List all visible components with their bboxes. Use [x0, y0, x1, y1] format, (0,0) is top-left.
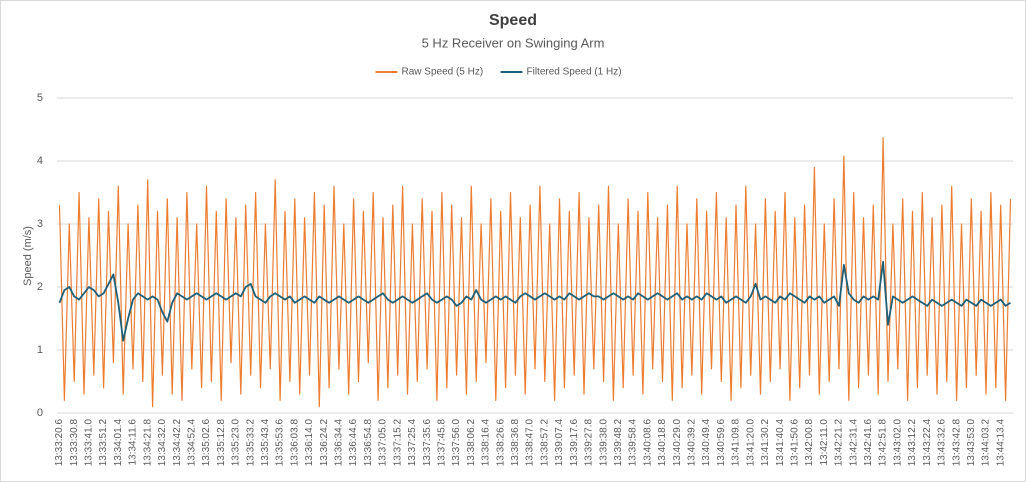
x-tick-label: 13:40:29.0 [672, 419, 683, 467]
x-tick-label: 13:35:53.6 [275, 419, 286, 467]
x-tick-label: 13:41:20.0 [745, 419, 756, 467]
x-tick-label: 13:34:01.4 [113, 419, 124, 467]
x-tick-label: 13:38:36.8 [510, 419, 521, 467]
x-tick-label: 13:34:42.2 [172, 419, 183, 467]
x-tick-label: 13:44:13.4 [995, 419, 1006, 467]
x-tick-label: 13:36:03.8 [289, 419, 300, 467]
x-tick-label: 13:35:23.0 [231, 419, 242, 467]
x-tick-label: 13:35:12.8 [216, 419, 227, 467]
x-tick-label: 13:33:41.0 [84, 419, 95, 467]
x-tick-label: 13:42:31.4 [848, 419, 859, 467]
x-tick-label: 13:36:14.0 [304, 419, 315, 467]
x-tick-label: 13:35:33.2 [245, 419, 256, 467]
y-tick-label: 3 [37, 218, 43, 230]
x-tick-label: 13:37:15.2 [392, 419, 403, 467]
x-tick-label: 13:36:34.4 [334, 419, 345, 467]
x-tick-label: 13:43:12.2 [907, 419, 918, 467]
x-tick-label: 13:40:49.4 [701, 419, 712, 467]
chart-title: Speed [489, 12, 537, 29]
series-line [58, 137, 1012, 408]
x-tick-label: 13:39:27.8 [584, 419, 595, 467]
y-tick-label: 4 [37, 155, 43, 167]
x-tick-label: 13:40:18.8 [657, 419, 668, 467]
x-tick-label: 13:41:40.4 [775, 419, 786, 467]
x-tick-label: 13:33:30.8 [69, 419, 80, 467]
x-tick-label: 13:33:51.2 [98, 419, 109, 467]
x-tick-label: 13:34:11.6 [128, 419, 139, 466]
x-tick-label: 13:34:21.8 [142, 419, 153, 467]
x-tick-label: 13:42:21.2 [834, 419, 845, 467]
x-tick-label: 13:42:41.6 [863, 419, 874, 467]
x-tick-label: 13:38:26.6 [495, 419, 506, 467]
y-axis-title: Speed (m/s) [22, 226, 34, 286]
x-tick-label: 13:43:53.0 [966, 419, 977, 467]
x-tick-label: 13:42:00.8 [804, 419, 815, 467]
x-tick-label: 13:39:58.4 [628, 419, 639, 467]
x-tick-label: 13:37:25.4 [407, 419, 418, 467]
x-tick-label: 13:43:42.8 [951, 419, 962, 467]
x-tick-label: 13:33:20.6 [54, 419, 65, 467]
x-tick-label: 13:39:07.4 [554, 419, 565, 467]
x-tick-label: 13:38:47.0 [525, 419, 536, 467]
series-line [58, 260, 1011, 342]
x-tick-label: 13:41:50.6 [789, 419, 800, 467]
x-tick-label: 13:37:56.0 [451, 419, 462, 467]
y-tick-label: 1 [37, 344, 43, 356]
x-tick-label: 13:38:06.2 [466, 419, 477, 467]
x-tick-label: 13:37:05.0 [378, 419, 389, 467]
legend-label: Filtered Speed (1 Hz) [527, 67, 622, 78]
x-tick-label: 13:44:03.2 [981, 419, 992, 467]
x-tick-label: 13:40:59.6 [716, 419, 727, 467]
x-tick-label: 13:37:45.8 [436, 419, 447, 467]
x-tick-label: 13:34:52.4 [186, 419, 197, 467]
x-tick-label: 13:35:02.6 [201, 419, 212, 467]
x-tick-label: 13:39:17.6 [569, 419, 580, 467]
legend-label: Raw Speed (5 Hz) [402, 67, 484, 78]
x-tick-label: 13:37:35.6 [422, 419, 433, 467]
x-tick-label: 13:36:44.6 [348, 419, 359, 467]
x-tick-label: 13:36:24.2 [319, 419, 330, 467]
x-tick-label: 13:36:54.8 [363, 419, 374, 467]
x-tick-label: 13:42:51.8 [878, 419, 889, 467]
x-tick-label: 13:38:16.4 [481, 419, 492, 467]
y-tick-label: 0 [37, 407, 43, 419]
x-tick-label: 13:43:22.4 [922, 419, 933, 467]
y-tick-label: 5 [37, 92, 43, 104]
chart-subtitle: 5 Hz Receiver on Swinging Arm [422, 35, 605, 50]
x-tick-label: 13:42:11.0 [819, 419, 830, 466]
x-tick-label: 13:40:39.2 [687, 419, 698, 467]
x-tick-label: 13:39:38.0 [598, 419, 609, 467]
x-tick-label: 13:35:43.4 [260, 419, 271, 467]
x-tick-label: 13:34:32.0 [157, 419, 168, 467]
x-tick-label: 13:39:48.2 [613, 419, 624, 467]
x-tick-label: 13:43:32.6 [937, 419, 948, 467]
x-tick-label: 13:41:09.8 [731, 419, 742, 467]
x-tick-label: 13:41:30.2 [760, 419, 771, 467]
y-tick-label: 2 [37, 281, 43, 293]
x-tick-label: 13:40:08.6 [642, 419, 653, 467]
x-tick-label: 13:43:02.0 [892, 419, 903, 467]
x-tick-label: 13:38:57.2 [539, 419, 550, 467]
